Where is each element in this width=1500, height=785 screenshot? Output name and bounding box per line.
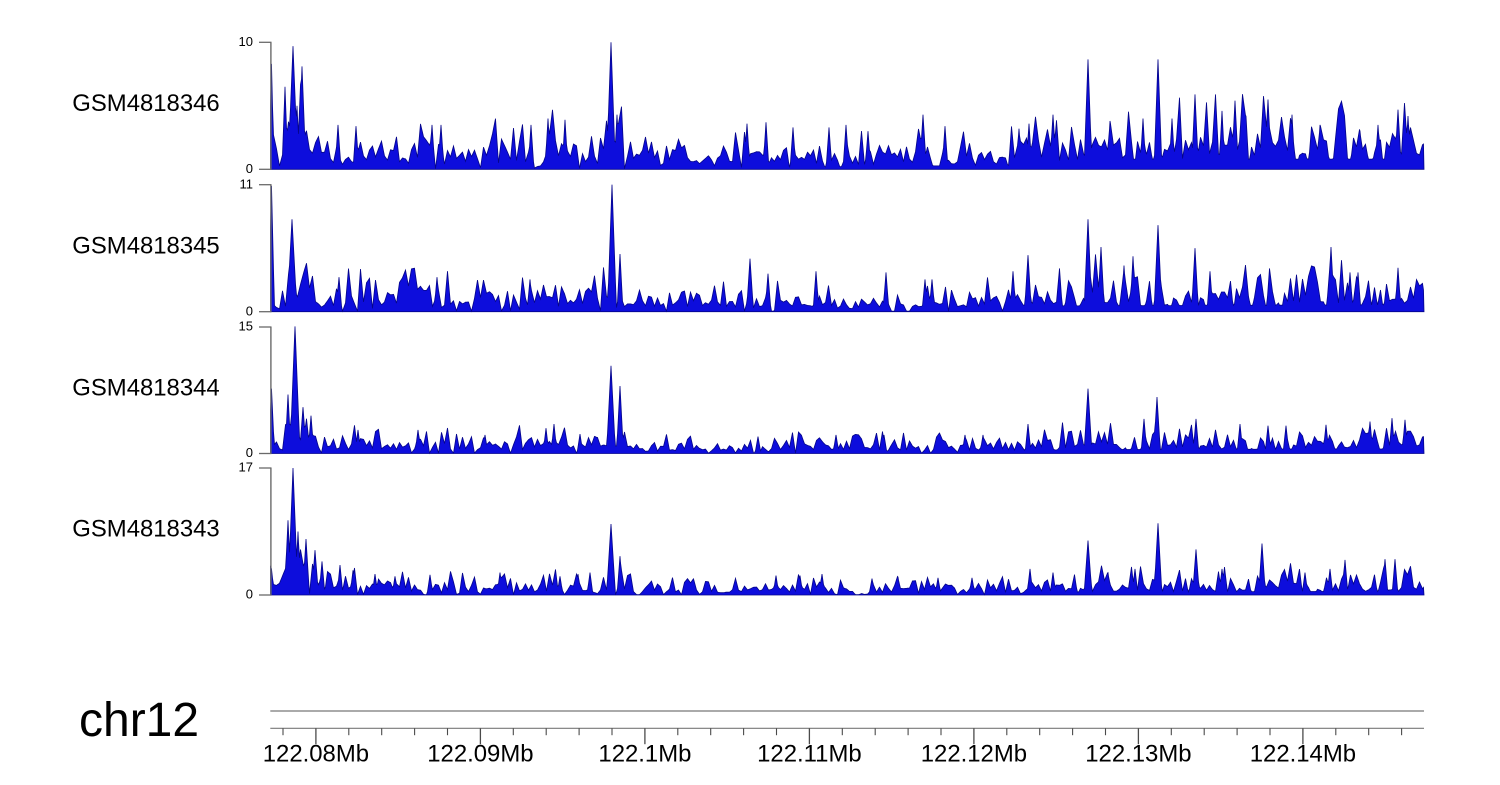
svg-text:122.11Mb: 122.11Mb bbox=[757, 741, 862, 768]
svg-text:122.13Mb: 122.13Mb bbox=[1085, 741, 1191, 768]
svg-text:chr12: chr12 bbox=[79, 694, 199, 747]
svg-text:GSM4818345: GSM4818345 bbox=[72, 232, 219, 259]
svg-text:GSM4818346: GSM4818346 bbox=[72, 90, 219, 117]
svg-text:GSM4818344: GSM4818344 bbox=[72, 374, 219, 401]
svg-text:122.12Mb: 122.12Mb bbox=[921, 741, 1027, 768]
svg-text:122.1Mb: 122.1Mb bbox=[598, 741, 691, 768]
svg-text:15: 15 bbox=[239, 319, 253, 334]
svg-text:11: 11 bbox=[240, 176, 254, 191]
svg-text:122.14Mb: 122.14Mb bbox=[1250, 741, 1356, 768]
svg-text:17: 17 bbox=[239, 460, 253, 475]
svg-text:122.09Mb: 122.09Mb bbox=[427, 741, 533, 768]
svg-text:0: 0 bbox=[246, 445, 253, 460]
svg-text:0: 0 bbox=[246, 587, 253, 602]
svg-text:GSM4818343: GSM4818343 bbox=[72, 516, 219, 543]
svg-text:10: 10 bbox=[239, 34, 253, 49]
svg-text:0: 0 bbox=[246, 303, 253, 318]
svg-text:0: 0 bbox=[246, 161, 253, 176]
svg-text:122.08Mb: 122.08Mb bbox=[263, 741, 369, 768]
